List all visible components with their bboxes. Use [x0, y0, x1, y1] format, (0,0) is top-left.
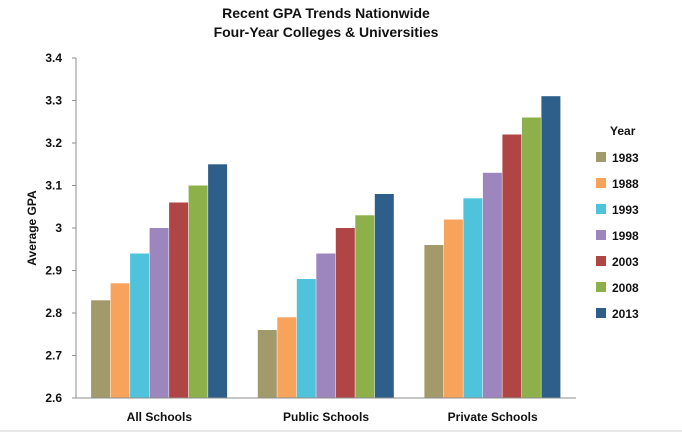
- legend-swatch-1988: [596, 178, 606, 188]
- bar-series-group: [91, 96, 561, 399]
- legend-label-1998: 1998: [612, 229, 639, 243]
- bar-1993-all-schools: [130, 253, 150, 398]
- y-tick-label: 2.6: [45, 391, 62, 405]
- bar-1998-private-schools: [482, 172, 502, 398]
- legend-label-2013: 2013: [612, 307, 639, 321]
- bar-1983-all-schools: [91, 300, 111, 399]
- y-tick-label: 2.7: [45, 349, 62, 363]
- bar-1993-private-schools: [463, 198, 483, 398]
- legend-swatch-1998: [596, 230, 606, 240]
- bar-2013-all-schools: [208, 164, 228, 398]
- legend: 1983 1988 1993 1998 2003 2008 2013: [596, 151, 639, 321]
- legend-label-2008: 2008: [612, 281, 639, 295]
- y-axis-ticks: 2.6 2.7 2.8 2.9 3 3.1 3.2 3.3 3.4: [45, 51, 76, 405]
- bar-2008-public-schools: [355, 215, 375, 398]
- legend-title: Year: [610, 124, 636, 138]
- chart-subtitle: Four-Year Colleges & Universities: [214, 24, 439, 40]
- bar-2008-all-schools: [188, 185, 208, 398]
- x-axis-categories: All Schools Public Schools Private Schools: [127, 410, 538, 424]
- bar-1998-all-schools: [149, 228, 169, 398]
- bar-2003-public-schools: [335, 228, 355, 398]
- legend-swatch-2008: [596, 282, 606, 292]
- legend-swatch-2003: [596, 256, 606, 266]
- bar-1983-private-schools: [424, 245, 444, 398]
- legend-swatch-1993: [596, 204, 606, 214]
- bar-1988-public-schools: [277, 317, 297, 399]
- y-tick-label: 3.1: [45, 179, 62, 193]
- y-tick-label: 3: [55, 221, 62, 235]
- bar-2013-public-schools: [374, 194, 394, 398]
- legend-swatch-1983: [596, 152, 606, 162]
- legend-label-1988: 1988: [612, 177, 639, 191]
- y-tick-label: 3.2: [45, 136, 62, 150]
- legend-label-2003: 2003: [612, 255, 639, 269]
- legend-label-1983: 1983: [612, 151, 639, 165]
- bar-1983-public-schools: [257, 330, 277, 398]
- legend-swatch-2013: [596, 308, 606, 318]
- x-category-label: Private Schools: [448, 410, 538, 424]
- bar-1993-public-schools: [296, 279, 316, 398]
- bar-1998-public-schools: [316, 253, 336, 398]
- y-tick-label: 2.8: [45, 306, 62, 320]
- bar-1988-private-schools: [443, 219, 463, 398]
- bar-2003-all-schools: [169, 202, 189, 398]
- legend-label-1993: 1993: [612, 203, 639, 217]
- y-tick-label: 2.9: [45, 264, 62, 278]
- bar-1988-all-schools: [110, 283, 130, 399]
- y-axis-label: Average GPA: [25, 190, 39, 266]
- x-category-label: All Schools: [127, 410, 193, 424]
- chart-title: Recent GPA Trends Nationwide: [222, 5, 430, 21]
- x-category-label: Public Schools: [283, 410, 369, 424]
- y-tick-label: 3.4: [45, 51, 62, 65]
- bar-2008-private-schools: [521, 117, 541, 398]
- bar-2013-private-schools: [541, 96, 561, 398]
- y-tick-label: 3.3: [45, 94, 62, 108]
- bar-2003-private-schools: [502, 134, 522, 398]
